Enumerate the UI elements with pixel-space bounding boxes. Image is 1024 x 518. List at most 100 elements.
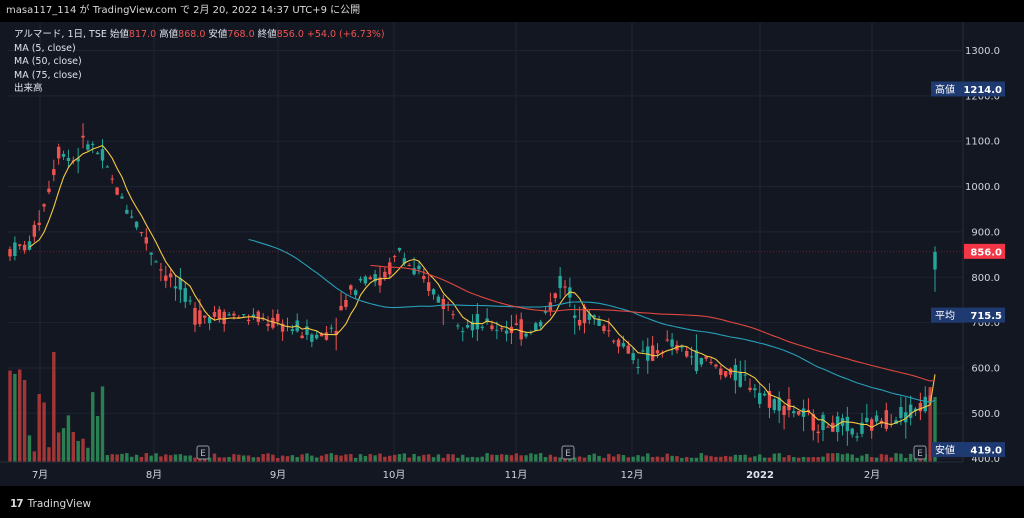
- volume-bar: [32, 451, 37, 462]
- candle-body: [719, 368, 723, 375]
- price-tag: 平均 715.5: [931, 307, 1005, 323]
- candle-body: [592, 315, 596, 318]
- volume-bar: [227, 456, 231, 462]
- chart-legend: アルマード, 1日, TSE 始値817.0 高値868.0 安値768.0 終…: [14, 28, 385, 96]
- earnings-marker-box: [196, 445, 210, 460]
- ma50-legend[interactable]: MA (50, close): [14, 56, 82, 67]
- x-tick-label: 11月: [505, 469, 528, 481]
- candle-body: [305, 326, 309, 335]
- volume-bar: [821, 456, 825, 462]
- symbol-label[interactable]: アルマード, 1日, TSE: [14, 29, 107, 40]
- candle-body: [733, 364, 738, 381]
- volume-bar: [485, 453, 489, 462]
- candle-body: [655, 350, 660, 354]
- volume-bar: [217, 457, 222, 462]
- price-tag: 高値 1214.0: [931, 81, 1005, 97]
- candle-body: [397, 247, 402, 251]
- candle-body: [753, 388, 757, 391]
- candle-body: [22, 244, 27, 251]
- volume-bar: [500, 454, 504, 462]
- volume-legend[interactable]: 出来高: [14, 83, 43, 94]
- candle-body: [339, 305, 343, 311]
- candle-body: [61, 153, 66, 157]
- candle-body: [577, 319, 582, 326]
- volume-bar: [412, 453, 416, 462]
- volume-bar: [37, 394, 41, 462]
- volume-bar: [173, 454, 178, 462]
- candle-body: [553, 293, 557, 298]
- volume-bar: [889, 457, 893, 462]
- candle-body: [105, 166, 110, 168]
- change-value: +54.0 (+6.73%): [306, 29, 385, 40]
- price-tag-box: [931, 81, 1005, 97]
- y-tick-label: 1300.0: [965, 46, 1000, 57]
- candle-body: [353, 290, 358, 296]
- x-tick-label: 7月: [32, 469, 48, 481]
- candle-body: [251, 314, 256, 318]
- ma5-legend[interactable]: MA (5, close): [14, 42, 76, 54]
- candle-body: [777, 397, 781, 411]
- volume-bar: [353, 457, 358, 462]
- candle-body: [373, 274, 377, 282]
- volume-bar: [607, 453, 611, 462]
- volume-bar: [130, 456, 134, 462]
- tv-logo-icon: 17: [10, 498, 24, 510]
- candle-body: [139, 232, 144, 234]
- volume-bar: [47, 447, 51, 462]
- candle-body: [563, 286, 567, 288]
- volume-bar: [319, 455, 324, 462]
- volume-bar: [831, 453, 835, 462]
- candle-body: [324, 332, 329, 340]
- volume-bar: [592, 453, 596, 462]
- earnings-marker: E: [913, 445, 927, 460]
- volume-bar: [241, 455, 246, 462]
- candle-body: [52, 169, 56, 176]
- volume-bar: [349, 454, 353, 462]
- volume-bar: [334, 454, 338, 462]
- volume-bar: [446, 454, 450, 462]
- volume-bar: [913, 457, 918, 462]
- candle-body: [130, 216, 134, 218]
- volume-bar: [553, 456, 557, 462]
- candle-body: [241, 314, 246, 316]
- candle-body: [280, 323, 285, 332]
- candle-body: [159, 269, 163, 271]
- volume-bar: [782, 457, 786, 462]
- volume-bar: [582, 457, 587, 462]
- volume-bar: [748, 457, 752, 462]
- ma75-legend[interactable]: MA (75, close): [14, 69, 82, 81]
- volume-bar: [577, 456, 582, 462]
- volume-bar: [806, 457, 811, 462]
- volume-bar: [772, 453, 777, 462]
- candle-body: [407, 265, 411, 267]
- volume-bar: [685, 457, 689, 462]
- volume-bar: [504, 454, 509, 462]
- candle-body: [558, 275, 562, 288]
- volume-bar: [646, 453, 650, 462]
- candle-body: [723, 371, 728, 377]
- volume-bar: [329, 453, 334, 462]
- low-value: 768.0: [227, 29, 255, 40]
- price-tag: 856.0: [8, 243, 1005, 259]
- candle-body: [227, 314, 231, 316]
- candle-body: [865, 417, 869, 423]
- candle-body: [816, 431, 820, 434]
- volume-bar: [860, 455, 864, 462]
- volume-bar: [631, 456, 635, 462]
- candle-body: [383, 271, 387, 278]
- tradingview-logo[interactable]: 17 TradingView: [10, 498, 91, 510]
- volume-bar: [719, 456, 723, 462]
- price-tag-value: 715.5: [970, 311, 1002, 322]
- volume-bar: [865, 453, 869, 462]
- price-chart[interactable]: E E E 1300.0 1200.0 1100.0 1000.0 900.0 800.0 700…: [0, 22, 1024, 486]
- volume-bar: [602, 457, 606, 462]
- volume-bar: [246, 455, 251, 462]
- volume-bar: [198, 457, 202, 462]
- candle-body: [495, 329, 499, 331]
- volume-bar: [110, 454, 114, 462]
- candle-body: [256, 311, 260, 322]
- open-value: 817.0: [128, 29, 157, 40]
- candle-body: [748, 387, 752, 390]
- volume-bar: [874, 457, 879, 462]
- candle-body: [319, 333, 324, 337]
